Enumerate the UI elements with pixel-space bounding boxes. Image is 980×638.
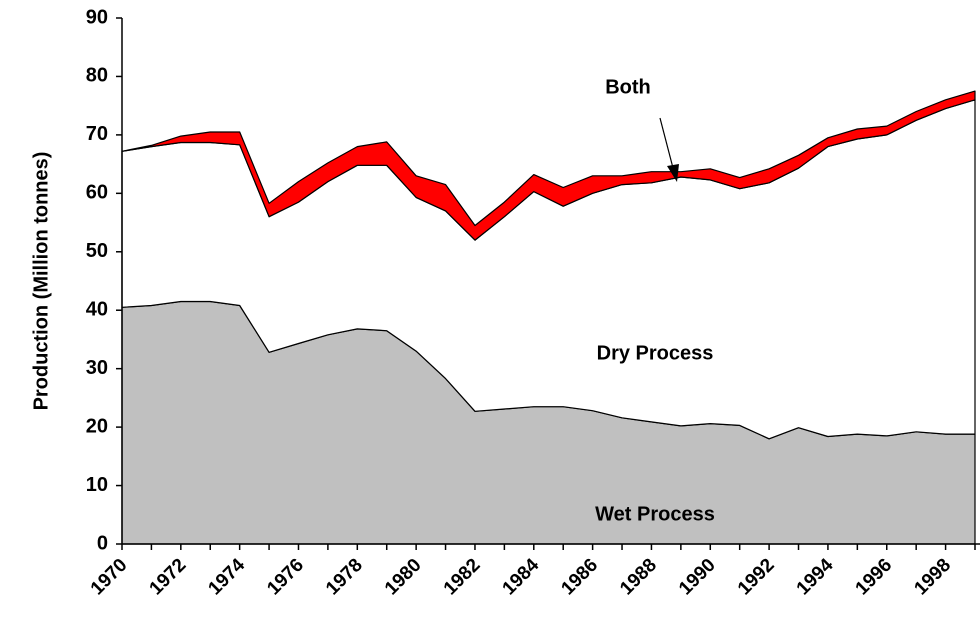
x-tick-label: 1986 [557, 555, 602, 600]
y-tick-label: 80 [86, 65, 108, 87]
series-label: Dry Process [597, 342, 714, 364]
x-tick-label: 1978 [322, 555, 367, 600]
y-tick-label: 40 [86, 299, 108, 321]
x-tick-label: 1992 [734, 555, 779, 600]
x-tick-label: 1996 [852, 555, 897, 600]
y-tick-label: 30 [86, 357, 108, 379]
x-tick-label: 1976 [263, 555, 308, 600]
x-tick-label: 1974 [204, 554, 249, 599]
series-label: Wet Process [595, 503, 715, 525]
series-label: Both [605, 76, 651, 98]
y-tick-label: 70 [86, 123, 108, 145]
y-tick-label: 10 [86, 474, 108, 496]
x-tick-label: 1980 [381, 555, 426, 600]
x-tick-label: 1994 [793, 554, 838, 599]
x-tick-label: 1984 [499, 554, 544, 599]
x-tick-label: 1972 [146, 555, 191, 600]
x-tick-label: 1982 [440, 555, 485, 600]
y-tick-label: 60 [86, 182, 108, 204]
y-tick-label: 20 [86, 415, 108, 437]
x-tick-label: 1988 [616, 555, 661, 600]
y-tick-label: 0 [97, 532, 108, 554]
arrow-line [659, 117, 674, 169]
y-axis-label: Production (Million tonnes) [30, 152, 52, 411]
y-tick-label: 50 [86, 240, 108, 262]
area [121, 90, 976, 241]
arrow-head [667, 164, 679, 182]
y-tick-label: 90 [86, 6, 108, 28]
x-tick-label: 1990 [675, 555, 720, 600]
x-tick-label: 1998 [910, 555, 955, 600]
x-tick-label: 1970 [87, 555, 132, 600]
